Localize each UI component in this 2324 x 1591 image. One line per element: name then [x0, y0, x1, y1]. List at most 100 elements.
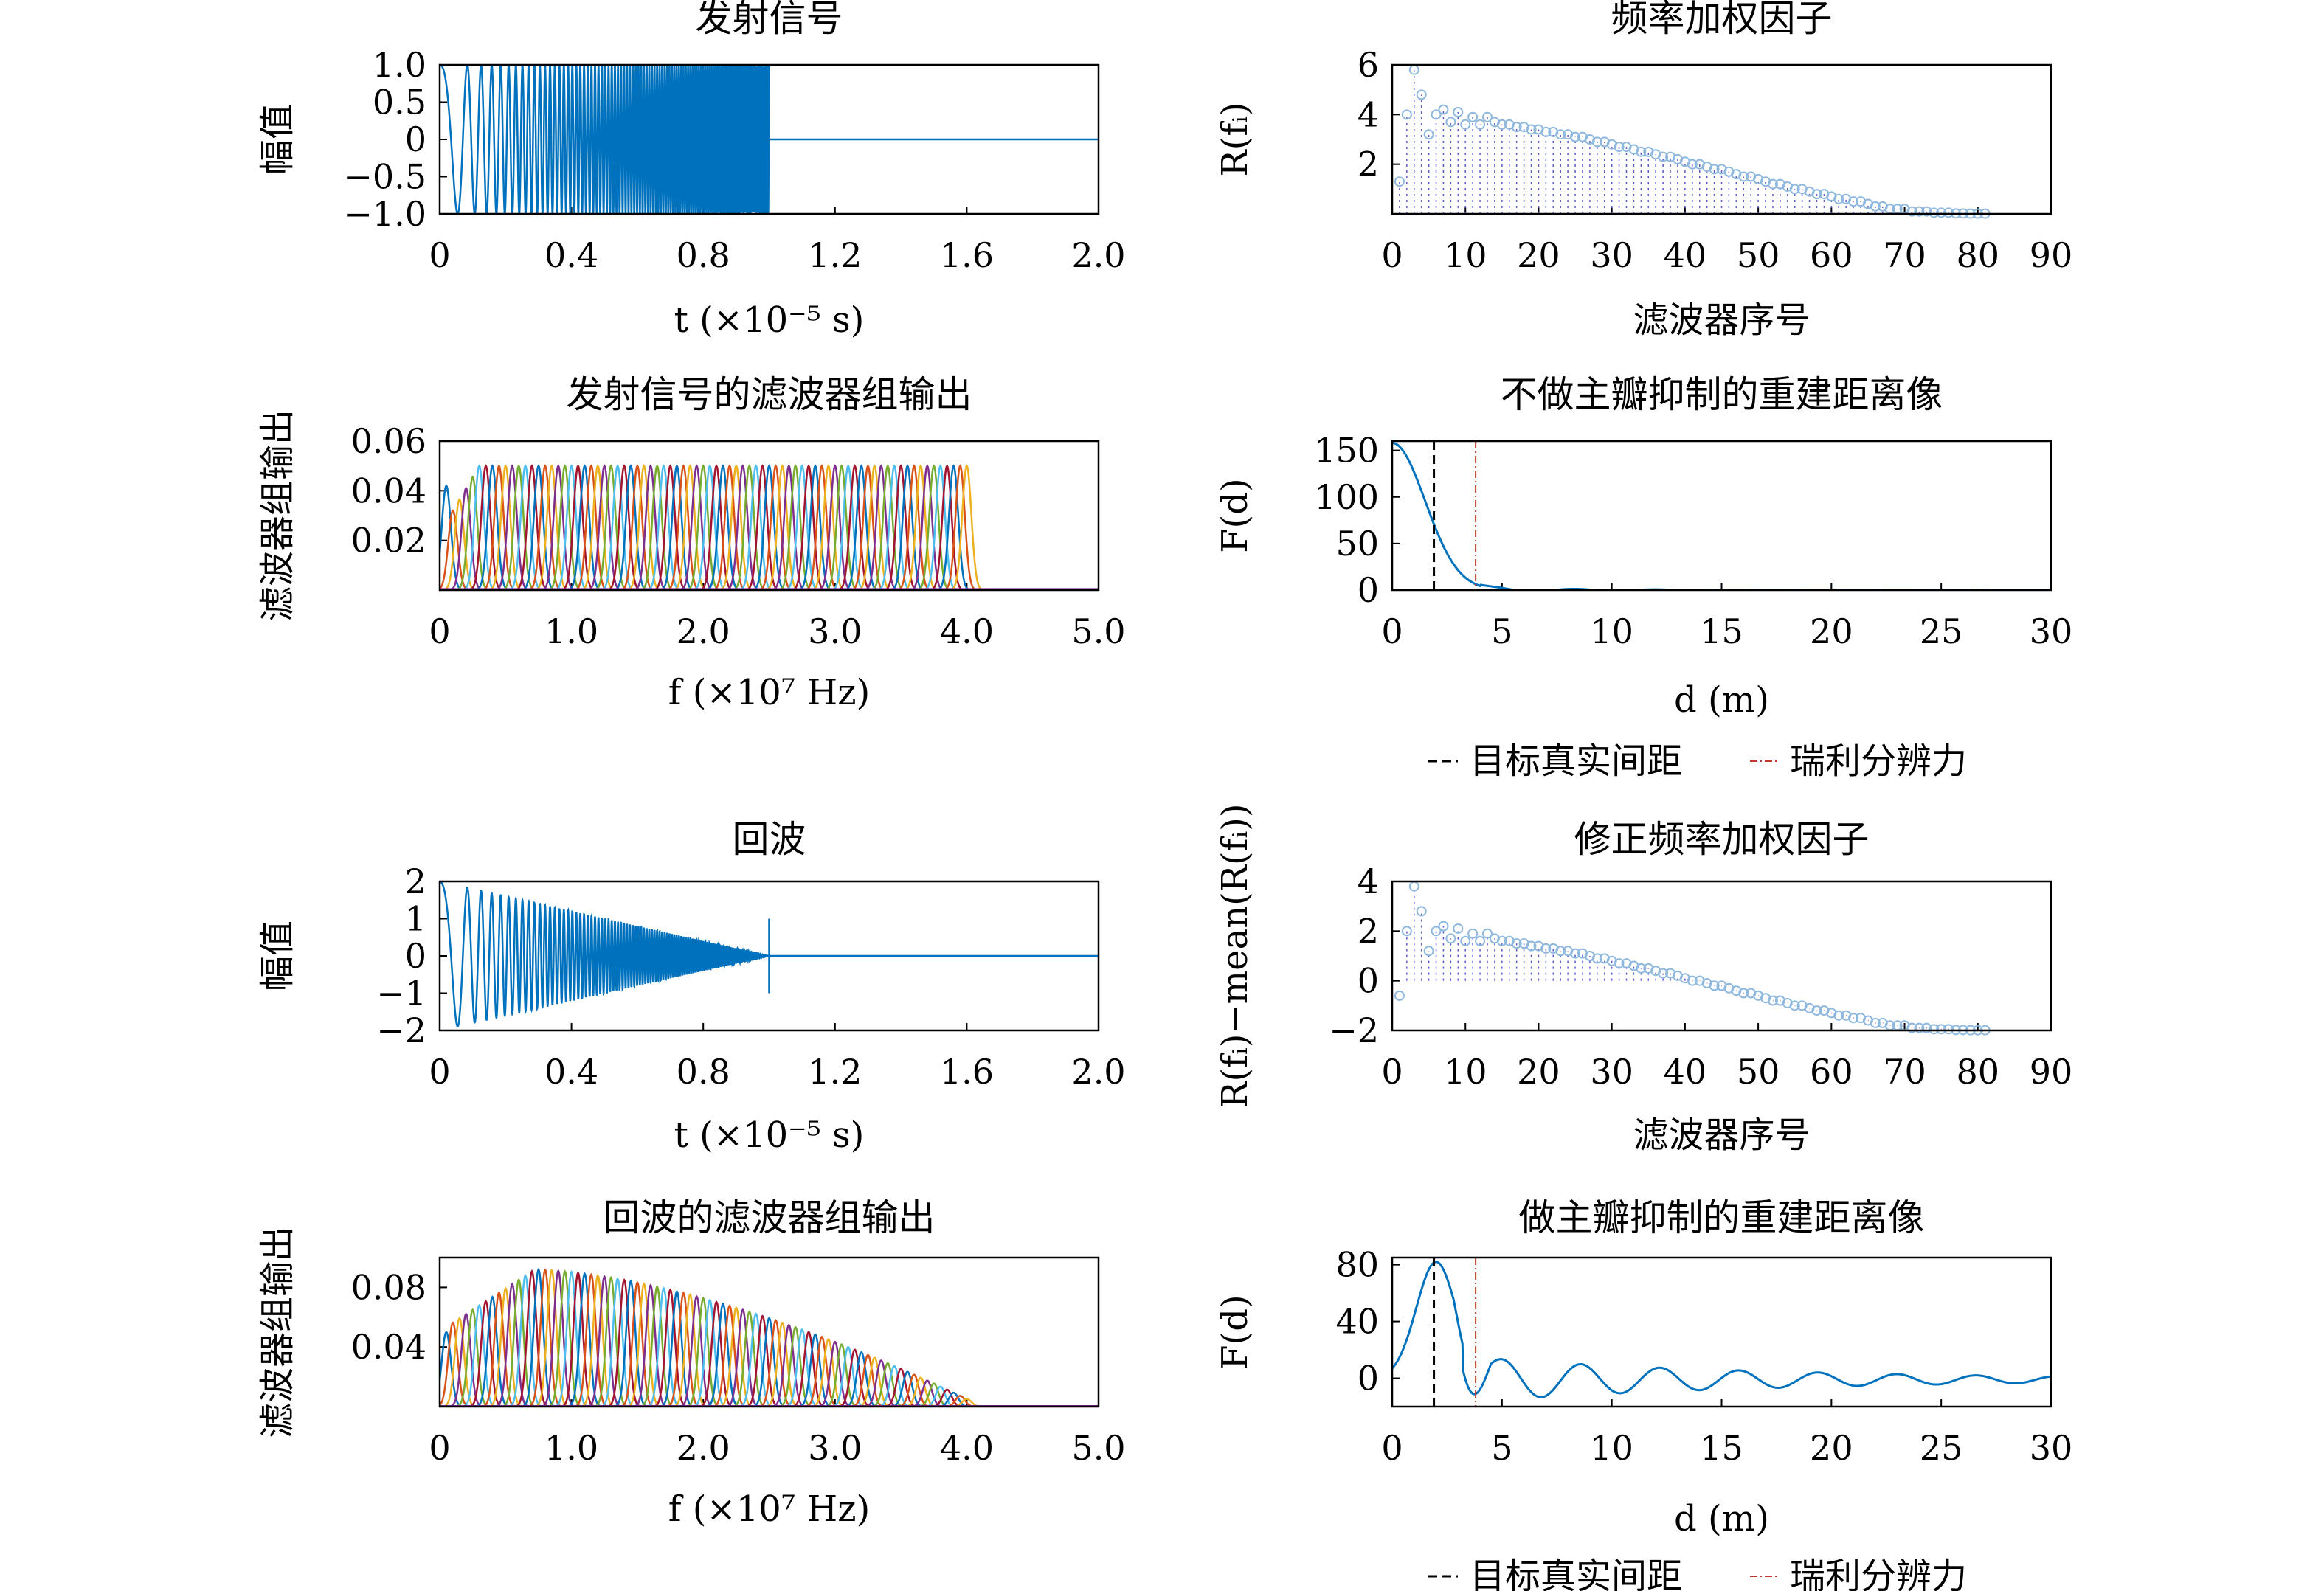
x-tick-label: 15: [1700, 1428, 1743, 1468]
filter-output-curve: [753, 1317, 786, 1407]
panel-rec1: 不做主瓣抑制的重建距离像 d (m) F(d) 0 5 10 15 20 25 30 150 100 5…: [1214, 373, 2072, 721]
x-tick-label: 0: [429, 611, 450, 651]
stem-marker: [1438, 921, 1449, 932]
filter-output-curve: [707, 1302, 739, 1407]
stem-marker: [1591, 136, 1602, 148]
x-tick-label: 0: [1381, 1052, 1403, 1092]
stem-marker: [1445, 117, 1456, 128]
filter-output-curve: [766, 1321, 799, 1407]
stem-marker: [1636, 963, 1647, 974]
filter-output-curve: [680, 464, 713, 590]
filter-output-curve: [799, 464, 831, 590]
filter-output-curve: [483, 1291, 516, 1407]
filter-output-curve: [615, 1279, 647, 1407]
filter-output-curve: [812, 464, 845, 590]
y-axis-label: 滤波器组输出: [257, 1226, 298, 1438]
y-axis-label: R(fᵢ): [1214, 102, 1256, 176]
stem-marker: [1789, 1000, 1800, 1011]
y-tick-label: 1: [405, 899, 426, 939]
stem-marker: [1540, 943, 1552, 954]
x-tick-label: 80: [1957, 1052, 2000, 1092]
x-tick-label: 1.6: [940, 235, 994, 275]
y-tick-label: −0.5: [344, 157, 426, 197]
filter-output-curve: [529, 1268, 561, 1407]
stem-marker: [1475, 119, 1486, 130]
filter-output-curve: [595, 464, 627, 590]
axes-frame: [1391, 440, 2052, 592]
filter-output-curve: [779, 1325, 812, 1407]
stem-marker: [1394, 176, 1405, 187]
filter-output-curve: [588, 464, 621, 590]
x-tick-label: 5: [1491, 1428, 1512, 1468]
filter-output-curve: [542, 1269, 575, 1407]
filter-output-curve: [786, 464, 818, 590]
x-tick-label: 20: [1517, 1052, 1560, 1092]
filter-output-curve: [529, 464, 561, 590]
filter-output-curve: [654, 464, 687, 590]
filter-output-curve: [561, 464, 595, 590]
filter-output-curve: [766, 464, 799, 590]
stem-marker: [1467, 111, 1479, 122]
filter-output-curve: [687, 464, 720, 590]
stem-marker: [1687, 975, 1698, 986]
stem-marker: [1870, 1017, 1881, 1028]
chart-title: 修正频率加权因子: [1574, 818, 1870, 861]
filter-output-curve: [440, 509, 469, 590]
stem-marker: [1511, 122, 1522, 133]
y-tick-label: 0: [1358, 1359, 1379, 1398]
filter-output-curve: [568, 464, 601, 590]
signal-line: [440, 881, 770, 1027]
stem-marker: [1929, 207, 1940, 218]
y-tick-label: 1.0: [373, 45, 426, 85]
x-axis-label: 滤波器序号: [1633, 299, 1810, 341]
stem-marker: [1445, 933, 1456, 944]
y-tick-label: −2: [1329, 1011, 1379, 1050]
filter-output-curve: [476, 464, 509, 590]
stem-marker: [1921, 206, 1932, 217]
signal-line: [440, 65, 770, 214]
filter-output-curve: [522, 464, 555, 590]
x-tick-label: 70: [1883, 235, 1926, 275]
filter-output-curve: [443, 498, 476, 590]
y-axis-label: F(d): [1214, 1294, 1256, 1369]
legend-true-distance-label: 目标真实间距: [1470, 1556, 1682, 1591]
filter-output-curve: [581, 1273, 615, 1407]
filter-output-curve: [891, 464, 924, 590]
x-tick-label: 1.0: [544, 611, 598, 651]
filter-output-curve: [516, 1269, 548, 1407]
stem-marker: [1833, 193, 1844, 204]
x-axis-label: 滤波器序号: [1633, 1115, 1810, 1156]
filter-output-curve: [647, 1286, 680, 1407]
stem-marker: [1833, 1010, 1844, 1021]
x-tick-label: 80: [1957, 235, 2000, 275]
y-tick-label: 4: [1358, 862, 1379, 901]
filter-output-curve: [440, 1331, 463, 1407]
x-tick-label: 70: [1883, 1052, 1926, 1092]
x-tick-label: 20: [1810, 611, 1853, 651]
stem-marker: [1848, 1013, 1859, 1024]
stem-marker: [1401, 109, 1412, 120]
x-tick-label: 0.8: [677, 235, 730, 275]
y-tick-label: 0.06: [351, 421, 426, 461]
stem-marker: [1496, 935, 1507, 946]
x-tick-label: 25: [1920, 1428, 1963, 1468]
filter-output-curve: [786, 1328, 818, 1407]
y-tick-label: 2: [405, 862, 426, 901]
y-tick-label: 0: [1358, 961, 1379, 1001]
y-tick-label: 4: [1358, 94, 1379, 134]
stem-marker: [1738, 171, 1749, 182]
filter-output-curve: [502, 464, 535, 590]
filter-output-curve: [700, 464, 733, 590]
filter-output-curve: [660, 1289, 694, 1407]
stem-marker: [1416, 89, 1427, 100]
filter-output-curve: [819, 1340, 851, 1407]
filter-output-curve: [733, 1310, 766, 1407]
stem-marker: [1591, 953, 1602, 964]
x-tick-label: 5: [1491, 611, 1512, 651]
filter-output-curve: [516, 464, 548, 590]
stem-marker: [1767, 178, 1778, 190]
stem-marker: [1475, 935, 1486, 946]
plot-area: [1406, 886, 1686, 981]
filter-output-curve: [733, 464, 766, 590]
